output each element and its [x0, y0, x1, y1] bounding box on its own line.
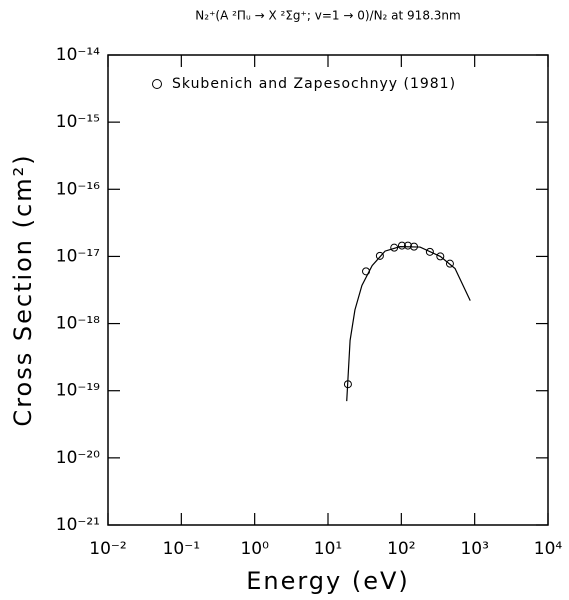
data-point: [375, 251, 384, 260]
fit-line: [346, 246, 471, 402]
y-tick-label: 10⁻¹⁷: [56, 246, 100, 266]
x-tick-label: 10²: [387, 539, 415, 559]
plot-frame: [107, 54, 549, 526]
y-tick-label: 10⁻¹⁵: [56, 112, 100, 132]
y-tick-label: 10⁻¹⁴: [56, 45, 100, 65]
chart-title: N₂⁺(A ²Πᵤ → X ²Σg⁺; v=1 → 0)/N₂ at 918.3…: [195, 9, 460, 23]
y-tick-label: 10⁻¹⁸: [56, 314, 100, 334]
data-point: [436, 252, 445, 261]
y-tick-label: 10⁻²¹: [56, 515, 100, 535]
x-tick-label: 10¹: [314, 539, 342, 559]
data-point: [445, 259, 454, 268]
x-tick-label: 10⁰: [240, 539, 269, 559]
y-tick-label: 10⁻²⁰: [56, 448, 100, 468]
y-axis-label: Cross Section (cm²): [9, 153, 37, 426]
x-tick-label: 10⁻¹: [163, 539, 200, 559]
legend-label: Skubenich and Zapesochnyy (1981): [172, 76, 456, 92]
x-tick-label: 10³: [460, 539, 488, 559]
x-tick-label: 10⁴: [534, 539, 563, 559]
y-tick-label: 10⁻¹⁹: [56, 381, 100, 401]
y-tick-label: 10⁻¹⁶: [56, 179, 100, 199]
legend-marker: [152, 79, 162, 89]
x-axis-label: Energy (eV): [246, 567, 410, 595]
data-point: [403, 241, 412, 250]
x-tick-label: 10⁻²: [89, 539, 126, 559]
data-point: [397, 241, 406, 250]
data-point: [425, 247, 434, 256]
